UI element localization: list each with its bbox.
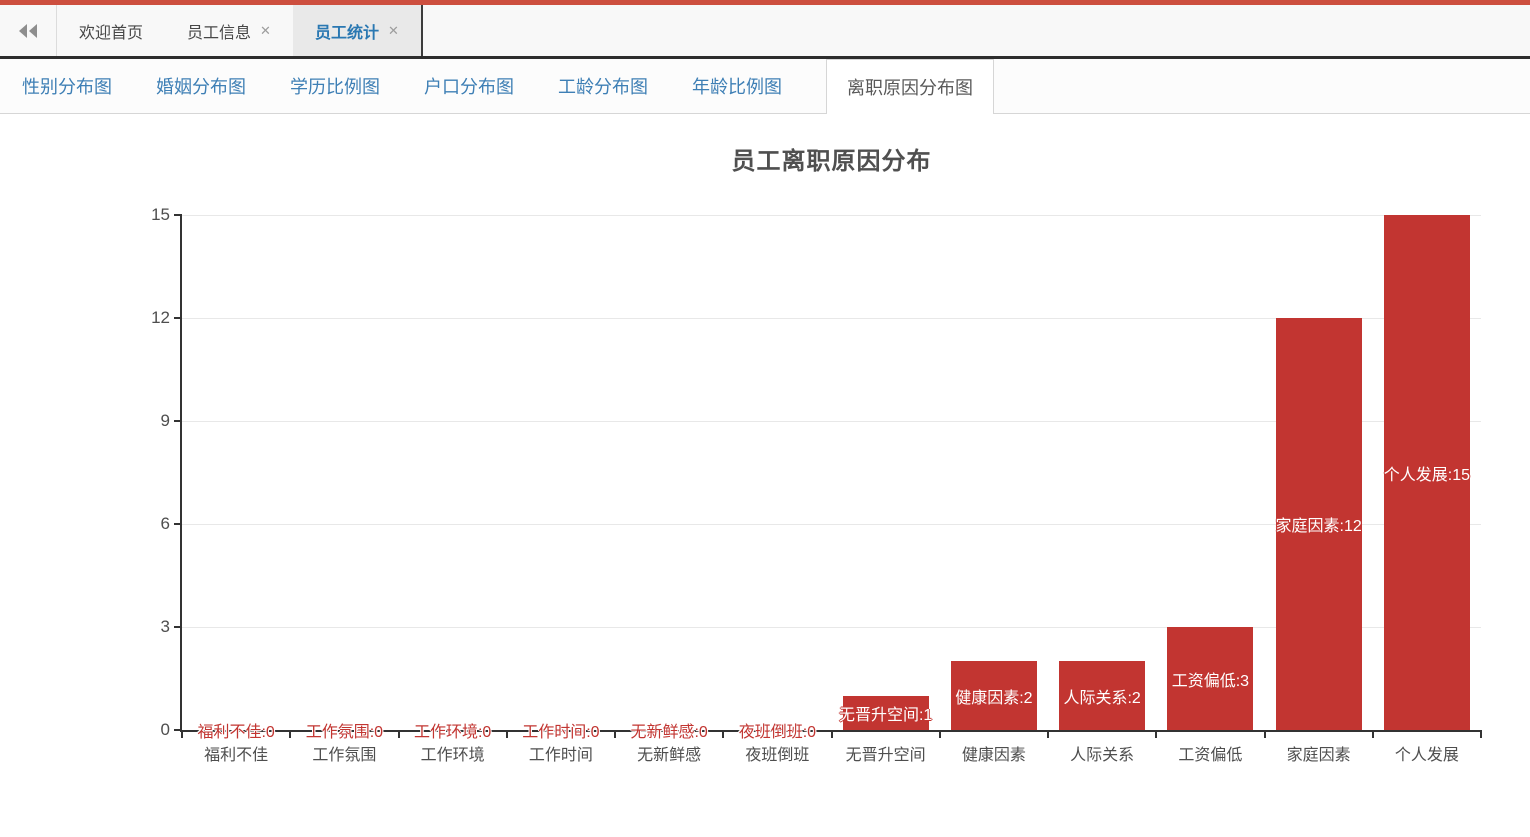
bar-value-label-zero: 福利不佳:0 — [197, 724, 275, 741]
category-label: 健康因素 — [961, 747, 1026, 764]
x-axis-tick — [505, 732, 508, 738]
gridline-y9 — [182, 420, 1481, 422]
category-label: 家庭因素 — [1286, 747, 1351, 764]
gridline-y6 — [182, 523, 1481, 525]
x-axis-tick — [1155, 732, 1158, 738]
x-axis-tick — [1263, 732, 1266, 738]
y-axis-tick — [174, 626, 182, 628]
category-label: 工作时间 — [528, 747, 593, 764]
collapse-tabs-button[interactable] — [0, 5, 57, 56]
bar-10 — [1275, 318, 1362, 730]
category-label: 工作氛围 — [312, 747, 377, 764]
window-tabs: 欢迎首页 员工信息 ✕ 员工统计 ✕ — [57, 5, 423, 56]
chart-tab-6-active[interactable]: 离职原因分布图 — [826, 59, 994, 114]
window-tab-bar: 欢迎首页 员工信息 ✕ 员工统计 ✕ — [0, 5, 1530, 59]
y-axis-tick — [174, 729, 182, 731]
x-axis-tick — [614, 732, 616, 738]
category-label: 福利不佳 — [204, 747, 269, 764]
category-label: 工资偏低 — [1178, 747, 1243, 764]
category-label: 工作环境 — [420, 747, 485, 764]
x-axis-tick — [397, 732, 400, 738]
double-left-arrow-icon — [16, 23, 40, 39]
category-label: 无晋升空间 — [845, 747, 926, 764]
window-tab-label: 员工信息 — [187, 24, 252, 42]
chart-tab-1[interactable]: 婚姻分布图 — [156, 77, 246, 97]
gridline-y15 — [182, 214, 1481, 216]
y-axis-line — [180, 214, 182, 732]
bar-7 — [950, 661, 1037, 730]
window-tab-1[interactable]: 员工信息 ✕ — [165, 5, 293, 56]
chart-tab-3[interactable]: 户口分布图 — [424, 77, 514, 97]
x-axis-tick — [1371, 732, 1374, 738]
y-tick-label: 15 — [151, 205, 170, 224]
bar-value-label-zero: 工作环境:0 — [413, 724, 492, 741]
bar-value-label-zero: 工作氛围:0 — [305, 724, 384, 741]
window-tab-label: 员工统计 — [314, 24, 379, 42]
bar-8 — [1059, 661, 1146, 730]
bar-6 — [842, 695, 929, 730]
x-axis-line — [180, 730, 1482, 732]
x-axis-tick — [830, 732, 833, 738]
x-axis-tick — [1047, 732, 1049, 738]
tab-close-icon[interactable]: ✕ — [260, 23, 271, 38]
chart-tab-0[interactable]: 性别分布图 — [22, 77, 112, 97]
chart-tab-5[interactable]: 年龄比例图 — [692, 77, 782, 97]
bar-value-label: 家庭因素:12 — [1275, 518, 1362, 535]
gridline-y12 — [182, 317, 1481, 319]
x-axis-tick — [289, 732, 292, 738]
bar-value-label: 无晋升空间:1 — [838, 706, 933, 724]
x-axis-tick — [722, 732, 725, 738]
category-label: 个人发展 — [1394, 747, 1459, 764]
y-tick-label: 0 — [160, 720, 170, 739]
x-axis-tick — [938, 732, 941, 738]
category-label: 夜班倒班 — [745, 747, 810, 764]
category-label: 人际关系 — [1070, 747, 1135, 764]
y-tick-label: 3 — [160, 617, 170, 636]
window-tab-label: 欢迎首页 — [79, 24, 144, 42]
bar-9 — [1167, 627, 1254, 730]
y-axis-tick — [174, 317, 182, 319]
y-tick-label: 6 — [160, 514, 170, 533]
window-tab-0[interactable]: 欢迎首页 — [57, 5, 165, 56]
tab-close-icon[interactable]: ✕ — [387, 23, 399, 38]
y-axis-tick — [174, 523, 182, 525]
bar-value-label-zero: 工作时间:0 — [522, 724, 600, 741]
bar-11 — [1383, 215, 1470, 730]
chart-tab-2[interactable]: 学历比例图 — [290, 77, 380, 97]
bar-value-label-zero: 夜班倒班:0 — [738, 724, 817, 741]
chart-title: 员工离职原因分布 — [731, 148, 932, 175]
chart-tab-4[interactable]: 工龄分布图 — [558, 77, 648, 97]
gridline-y3 — [182, 626, 1481, 628]
y-axis-tick — [174, 214, 182, 216]
bar-value-label: 人际关系:2 — [1063, 689, 1141, 707]
x-axis-tick — [1480, 732, 1482, 738]
y-tick-label: 9 — [160, 411, 170, 430]
bar-value-label-zero: 无新鲜感:0 — [630, 724, 708, 741]
window-tab-2-active[interactable]: 员工统计 ✕ — [292, 5, 423, 56]
category-label: 无新鲜感 — [637, 747, 702, 764]
y-axis-tick — [174, 420, 182, 422]
top-accent-bar — [0, 0, 1530, 5]
y-tick-label: 12 — [151, 308, 170, 327]
bar-value-label: 工资偏低:3 — [1171, 672, 1250, 690]
x-axis-tick — [181, 732, 183, 738]
bar-value-label: 个人发展:15 — [1383, 466, 1470, 484]
bar-value-label: 健康因素:2 — [955, 689, 1033, 707]
chart-tab-bar: 性别分布图 婚姻分布图 学历比例图 户口分布图 工龄分布图 年龄比例图 离职原因分布图 — [0, 59, 1530, 114]
